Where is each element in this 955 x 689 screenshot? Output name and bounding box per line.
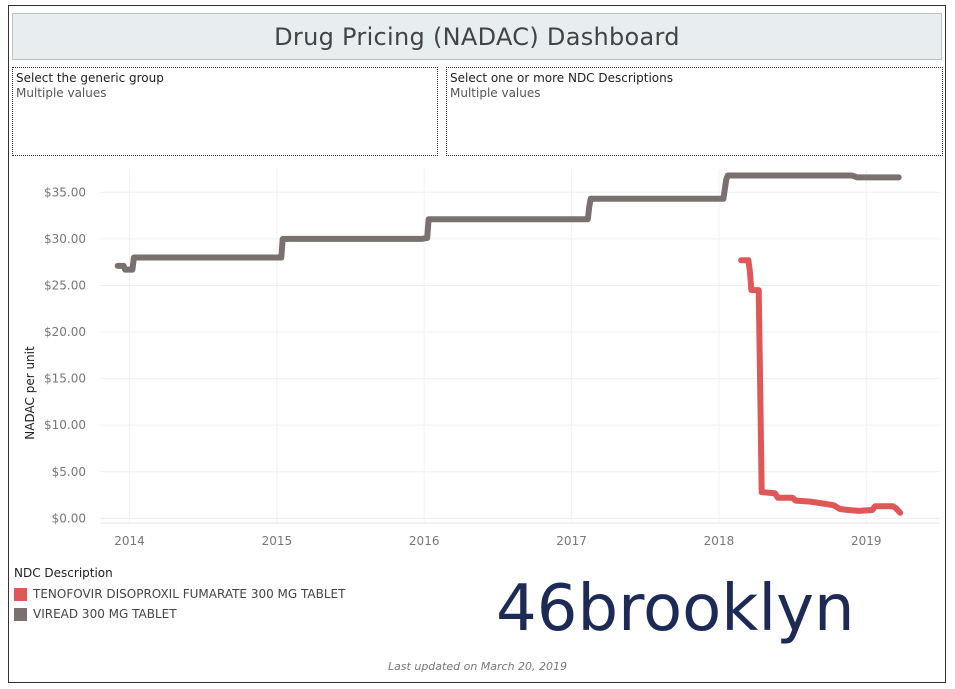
last-updated-note: Last updated on March 20, 2019 [387, 660, 568, 673]
legend-label-tenofovir: TENOFOVIR DISOPROXIL FUMARATE 300 MG TAB… [33, 587, 346, 601]
y-tick-label: $5.00 [52, 465, 86, 479]
chart-legend: NDC Description TENOFOVIR DISOPROXIL FUM… [14, 566, 345, 624]
x-tick-label: 2018 [704, 534, 735, 548]
legend-item-tenofovir[interactable]: TENOFOVIR DISOPROXIL FUMARATE 300 MG TAB… [14, 584, 345, 604]
legend-title: NDC Description [14, 566, 113, 580]
generic-group-filter[interactable]: Select the generic group Multiple values [12, 67, 438, 156]
nadac-line-chart[interactable]: $0.00 $5.00 $10.00 $15.00 $20.00 $25.00 $30.00… [12, 165, 944, 557]
y-tick-label: $30.00 [44, 232, 86, 246]
brand-logo: 46brooklyn [496, 572, 855, 646]
y-tick-label: $15.00 [44, 372, 86, 386]
chart-gridlines [100, 169, 940, 524]
dashboard-title-bar: Drug Pricing (NADAC) Dashboard [12, 13, 942, 60]
ndc-description-filter-label: Select one or more NDC Descriptions [450, 71, 673, 85]
dashboard-title: Drug Pricing (NADAC) Dashboard [274, 22, 680, 51]
legend-item-viread[interactable]: VIREAD 300 MG TABLET [14, 604, 345, 624]
legend-swatch-viread [14, 607, 27, 621]
y-axis-label: NADAC per unit [23, 346, 37, 440]
dashboard-frame [8, 5, 946, 683]
ndc-description-filter[interactable]: Select one or more NDC Descriptions Mult… [446, 67, 943, 156]
generic-group-filter-value[interactable]: Multiple values [16, 86, 107, 100]
x-tick-label: 2019 [851, 534, 882, 548]
x-tick-label: 2015 [262, 534, 293, 548]
chart-series[interactable] [114, 172, 904, 516]
generic-group-filter-label: Select the generic group [16, 71, 164, 85]
y-tick-label: $35.00 [44, 185, 86, 199]
legend-swatch-tenofovir [14, 587, 27, 601]
legend-label-viread: VIREAD 300 MG TABLET [33, 607, 177, 621]
y-axis-tick-labels: $0.00 $5.00 $10.00 $15.00 $20.00 $25.00 $30.00… [44, 185, 86, 525]
brand-logo-text: 46brooklyn [496, 572, 855, 646]
y-tick-label: $25.00 [44, 278, 86, 292]
series-line-viread[interactable] [114, 172, 902, 273]
y-tick-label: $0.00 [52, 511, 86, 525]
y-tick-label: $10.00 [44, 418, 86, 432]
x-axis-tick-labels: 2014 2015 2016 2017 2018 2019 [114, 534, 881, 548]
x-tick-label: 2016 [409, 534, 440, 548]
x-tick-label: 2014 [114, 534, 145, 548]
series-line-tenofovir[interactable] [738, 257, 904, 516]
ndc-description-filter-value[interactable]: Multiple values [450, 86, 541, 100]
y-tick-label: $20.00 [44, 325, 86, 339]
x-tick-label: 2017 [556, 534, 587, 548]
